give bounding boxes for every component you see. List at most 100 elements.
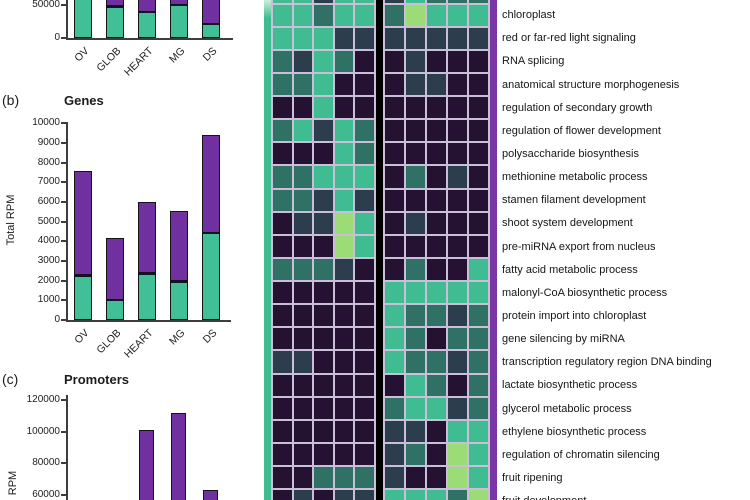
y-tick-label: 50000 (32, 0, 60, 10)
heatmap-cell (314, 374, 333, 396)
heatmap-cell (406, 212, 425, 234)
heatmap-cell (273, 120, 292, 142)
heatmap-cell (385, 467, 404, 489)
heatmap-row-label: fatty acid metabolic process (502, 263, 638, 276)
y-tick-label: 4000 (37, 235, 60, 247)
heatmap-cell (385, 73, 404, 96)
heatmap-cell (385, 166, 404, 188)
heatmap-cell (385, 443, 404, 466)
heatmap-cell (448, 282, 467, 304)
heatmap-cell (293, 166, 313, 188)
y-tick (61, 37, 66, 39)
heatmap-row-label: stamen filament development (502, 194, 646, 207)
heatmap-cell (334, 189, 354, 211)
heatmap-cell (448, 4, 467, 26)
bar-HEART (139, 429, 154, 500)
heatmap-row-label: transcription regulatory region DNA bind… (502, 356, 712, 369)
heatmap-cell (385, 50, 404, 72)
panel-b-y-axis (66, 122, 68, 320)
heatmap-row-label: malonyl-CoA biosynthetic process (502, 286, 668, 299)
heatmap-row-label: shoot system development (502, 217, 633, 230)
heatmap-cell (293, 351, 313, 373)
heatmap-cell (273, 490, 292, 500)
y-tick-label: 3000 (37, 255, 60, 267)
y-tick-label: 1000 (37, 294, 60, 306)
heatmap-cell (406, 258, 425, 281)
heatmap-row-label: pre-miRNA export from nucleus (502, 240, 656, 253)
heatmap-cell (448, 143, 467, 165)
heatmap-cell (293, 490, 313, 500)
panel-b-label: (b) (2, 92, 20, 108)
heatmap-cell (293, 50, 313, 72)
heatmap-cell (355, 374, 374, 396)
heatmap-row-label: red or far-red light signaling (502, 32, 636, 45)
heatmap-cell (406, 120, 425, 142)
heatmap-cell (469, 143, 488, 165)
heatmap-cell (314, 305, 333, 327)
heatmap-cell (385, 0, 404, 3)
heatmap-cell (469, 97, 488, 119)
heatmap-cell (334, 50, 354, 72)
cluster-strip-left (264, 0, 271, 500)
heatmap-cell (314, 397, 333, 419)
heatmap-cell (385, 120, 404, 142)
heatmap-cell (406, 374, 425, 396)
heatmap-cell (406, 0, 425, 3)
heatmap-cell (355, 397, 374, 419)
y-tick (61, 201, 66, 204)
y-tick (61, 161, 66, 164)
y-tick (61, 462, 66, 464)
y-tick-label: 5000 (37, 215, 60, 227)
heatmap-cell (469, 0, 488, 3)
heatmap-cell (469, 4, 488, 26)
heatmap-cell (314, 328, 333, 350)
heatmap-row-label: regulation of secondary growth (502, 101, 653, 114)
heatmap-cell (469, 50, 488, 72)
heatmap-row-label: chloroplast (502, 9, 556, 22)
heatmap-cell (448, 397, 467, 419)
heatmap-cell (385, 305, 404, 327)
heatmap-cell (427, 0, 446, 3)
panel-b-x-axis (66, 320, 231, 322)
heatmap-block-left (271, 0, 376, 500)
heatmap-cell (385, 4, 404, 26)
heatmap-cell (293, 212, 313, 234)
heatmap-cell (334, 258, 354, 281)
heatmap-cell (293, 0, 313, 3)
heatmap-cell (334, 443, 354, 466)
panel-b-y-axis-label: Total RPM (5, 194, 17, 246)
heatmap-cell (469, 374, 488, 396)
bar-GLOB (106, 0, 124, 38)
heatmap-cell (293, 73, 313, 96)
heatmap-cell (427, 143, 446, 165)
heatmap-row-label: anatomical structure morphogenesis (502, 78, 680, 91)
heatmap-cell (334, 0, 354, 3)
heatmap-cell (334, 235, 354, 257)
heatmap-cell (273, 27, 292, 49)
heatmap-cell (406, 189, 425, 211)
heatmap-row-label: fruit ripening (502, 471, 563, 484)
heatmap-row-label: regulation of flower development (502, 124, 661, 137)
heatmap-cell (273, 97, 292, 119)
y-tick-label: 7000 (37, 176, 60, 188)
block-separator (376, 0, 383, 500)
bar-OV (74, 0, 92, 38)
heatmap-cell (355, 212, 374, 234)
heatmap-cell (334, 143, 354, 165)
heatmap-cell (427, 235, 446, 257)
y-tick (61, 319, 66, 321)
heatmap-cell (448, 490, 467, 500)
heatmap-cell (314, 0, 333, 3)
heatmap-cell (273, 328, 292, 350)
heatmap-cell (314, 443, 333, 466)
heatmap-cell (427, 73, 446, 96)
heatmap-cell (427, 443, 446, 466)
heatmap-row-label: glycerol metabolic process (502, 402, 632, 415)
heatmap-cell (334, 282, 354, 304)
heatmap-cell (334, 97, 354, 119)
heatmap-cell (355, 97, 374, 119)
heatmap-cell (355, 189, 374, 211)
